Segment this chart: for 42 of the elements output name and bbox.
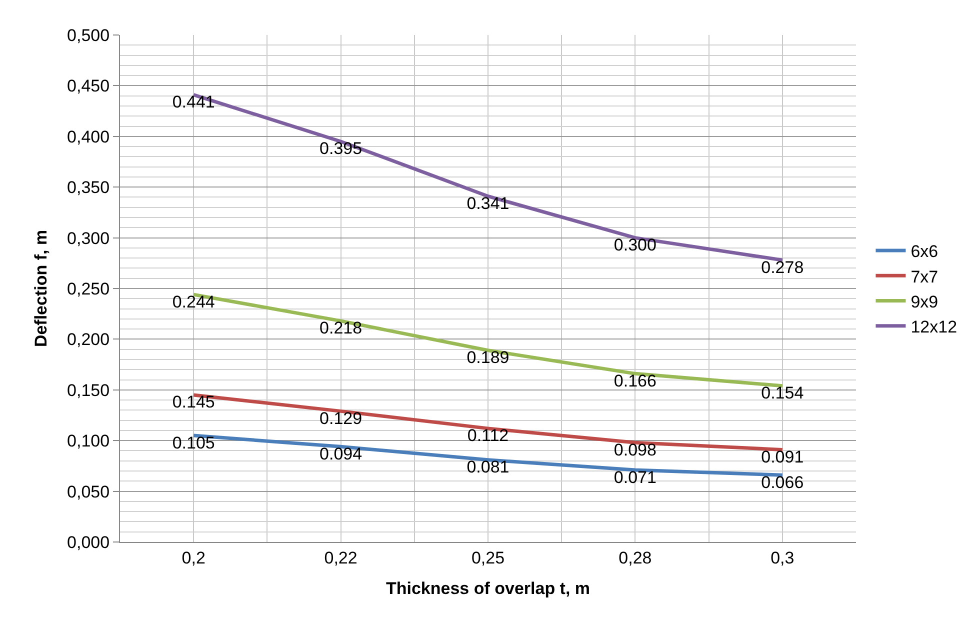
data-label: 0.244 [172, 292, 215, 312]
legend-label: 6x6 [910, 242, 938, 262]
data-label: 0.105 [172, 433, 215, 452]
legend-label: 12x12 [910, 317, 958, 336]
data-label: 0.189 [466, 348, 510, 368]
y-tick-label: 0,400 [67, 127, 110, 146]
data-label: 0.166 [614, 371, 656, 390]
data-label: 0.081 [466, 458, 510, 477]
y-tick-label: 0,300 [67, 228, 110, 248]
data-label: 0.300 [614, 236, 656, 255]
data-label: 0.341 [466, 194, 510, 213]
legend-label: 7x7 [910, 267, 938, 286]
y-tick-label: 0,500 [67, 26, 110, 45]
y-tick-label: 0,100 [67, 432, 110, 451]
x-tick-label: 0,28 [618, 548, 652, 568]
x-tick-label: 0,3 [770, 548, 794, 568]
y-tick-label: 0,350 [67, 178, 110, 198]
data-label: 0.091 [761, 447, 804, 466]
y-tick-label: 0,050 [67, 482, 110, 502]
data-label: 0.094 [320, 444, 362, 464]
data-label: 0.278 [761, 258, 804, 277]
data-label: 0.441 [172, 92, 215, 112]
legend-label: 9x9 [910, 292, 938, 312]
y-tick-label: 0,000 [67, 532, 110, 552]
x-tick-label: 0,2 [182, 548, 206, 568]
data-label: 0.395 [320, 139, 362, 158]
y-axis-title: Deflection f, m [32, 230, 51, 348]
x-tick-label: 0,25 [471, 548, 505, 568]
data-label: 0.066 [761, 472, 804, 492]
data-label: 0.218 [320, 318, 362, 338]
data-label: 0.154 [761, 384, 804, 403]
y-tick-label: 0,150 [67, 380, 110, 400]
y-tick-label: 0,200 [67, 330, 110, 350]
x-tick-label: 0,22 [324, 548, 358, 568]
data-label: 0.071 [614, 468, 656, 487]
data-label: 0.098 [614, 440, 656, 460]
y-tick-label: 0,250 [67, 279, 110, 298]
x-axis-title: Thickness of overlap t, m [386, 578, 590, 598]
data-label: 0.129 [320, 408, 362, 428]
data-label: 0.112 [467, 426, 509, 446]
data-label: 0.145 [172, 392, 215, 412]
y-tick-label: 0,450 [67, 76, 110, 96]
